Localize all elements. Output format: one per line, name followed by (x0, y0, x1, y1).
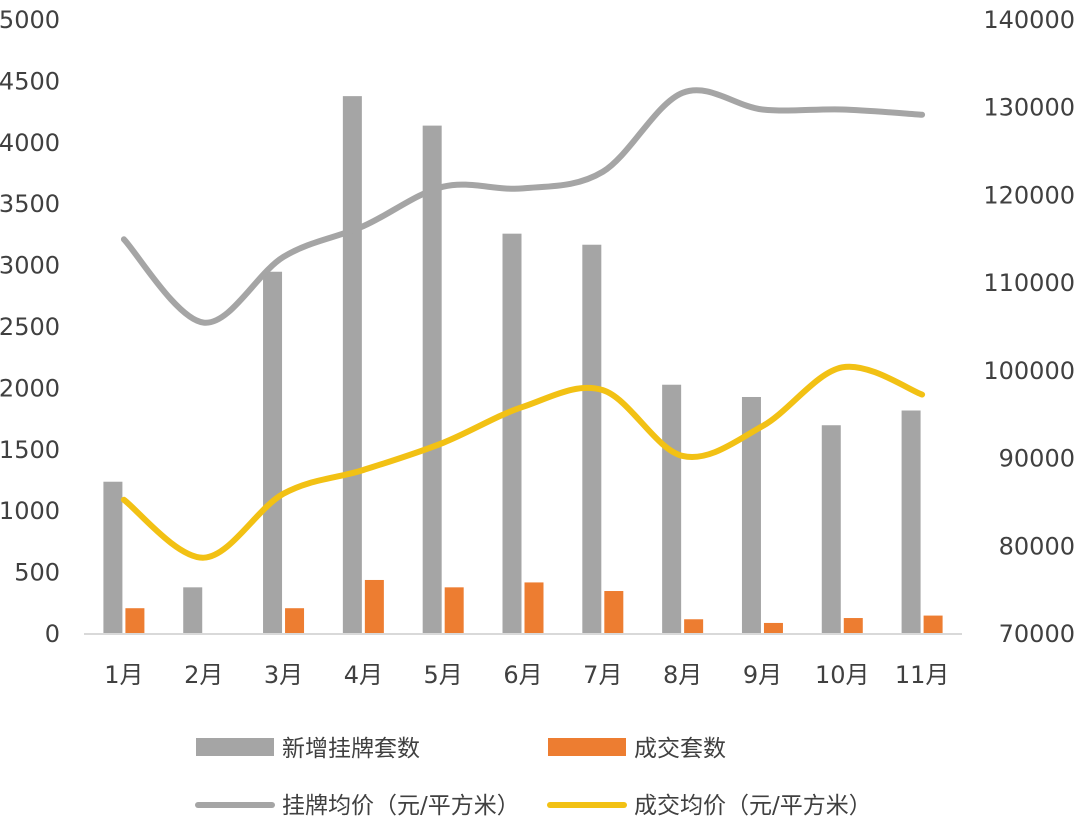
deal-count-bar (125, 608, 145, 634)
right-tick-label: 140000 (983, 6, 1075, 34)
listing-count-bar (183, 587, 203, 634)
legend-listing-price: 挂牌均价（元/平方米） (195, 793, 520, 819)
deal-count-bar (763, 622, 783, 634)
x-tick-label: 9月 (743, 661, 782, 689)
left-tick-label: 1500 (0, 436, 60, 464)
deal-count-bar (444, 587, 464, 634)
listing-count-bar (662, 384, 682, 634)
deal-count-bar (684, 619, 704, 634)
left-tick-label: 1000 (0, 497, 60, 525)
x-tick-label: 8月 (663, 661, 702, 689)
legend-listing-count: 新增挂牌套数 (196, 736, 420, 762)
x-axis-ticks: 1月 2月 3月 4月 5月 6月 7月 8月 9月 10月 11月 (104, 661, 949, 689)
left-tick-label: 5000 (0, 6, 60, 34)
x-tick-label: 5月 (424, 661, 463, 689)
deal-count-bar (843, 618, 863, 634)
line-series (120, 87, 926, 561)
deal-count-bar (364, 579, 384, 634)
left-tick-label: 2500 (0, 313, 60, 341)
listing-count-bar (422, 125, 442, 634)
listing-count-bar (502, 233, 522, 634)
legend-label: 成交均价（元/平方米） (634, 793, 872, 819)
x-tick-label: 7月 (583, 661, 622, 689)
x-tick-label: 4月 (344, 661, 383, 689)
deal-count-bar (923, 615, 943, 634)
x-tick-label: 6月 (503, 661, 542, 689)
right-tick-label: 100000 (983, 357, 1075, 385)
right-tick-label: 110000 (983, 269, 1075, 297)
x-tick-label: 2月 (184, 661, 223, 689)
legend-label: 新增挂牌套数 (282, 736, 420, 762)
listing-count-bar (741, 396, 761, 634)
listing-count-bar (582, 244, 602, 634)
deal-count-bar (604, 591, 624, 634)
legend-label: 挂牌均价（元/平方米） (282, 793, 520, 819)
listing-price-line (120, 87, 926, 326)
legend-deal-price: 成交均价（元/平方米） (547, 793, 872, 819)
right-tick-label: 80000 (999, 532, 1075, 560)
right-tick-label: 70000 (999, 620, 1075, 648)
legend-swatch (196, 738, 274, 756)
listing-count-bar (901, 410, 921, 634)
right-tick-label: 120000 (983, 181, 1075, 209)
left-tick-label: 4000 (0, 129, 60, 157)
left-axis-ticks: 0 500 1000 1500 2000 2500 3000 3500 4000 4500 5000 (0, 6, 60, 648)
x-tick-label: 3月 (264, 661, 303, 689)
bar-series (103, 96, 943, 635)
x-tick-label: 10月 (815, 661, 870, 689)
deal-price-line (120, 363, 926, 561)
right-axis-ticks: 70000 80000 90000 100000 110000 120000 130000 1… (983, 6, 1075, 648)
listing-count-bar (263, 271, 283, 634)
left-tick-label: 4500 (0, 67, 60, 95)
left-tick-label: 3000 (0, 252, 60, 280)
x-tick-label: 1月 (104, 661, 143, 689)
x-tick-label: 11月 (895, 661, 950, 689)
listing-count-bar (342, 96, 362, 635)
left-tick-label: 500 (14, 559, 60, 587)
listing-count-bar (103, 481, 123, 634)
right-tick-label: 90000 (999, 445, 1075, 473)
right-tick-label: 130000 (983, 94, 1075, 122)
legend-swatch (548, 738, 626, 756)
deal-count-bar (285, 608, 305, 634)
listing-count-bar (821, 425, 841, 634)
legend-deal-count: 成交套数 (548, 736, 726, 762)
left-tick-label: 2000 (0, 374, 60, 402)
legend-label: 成交套数 (634, 736, 726, 762)
left-tick-label: 0 (45, 620, 60, 648)
left-tick-label: 3500 (0, 190, 60, 218)
deal-count-bar (524, 582, 544, 634)
